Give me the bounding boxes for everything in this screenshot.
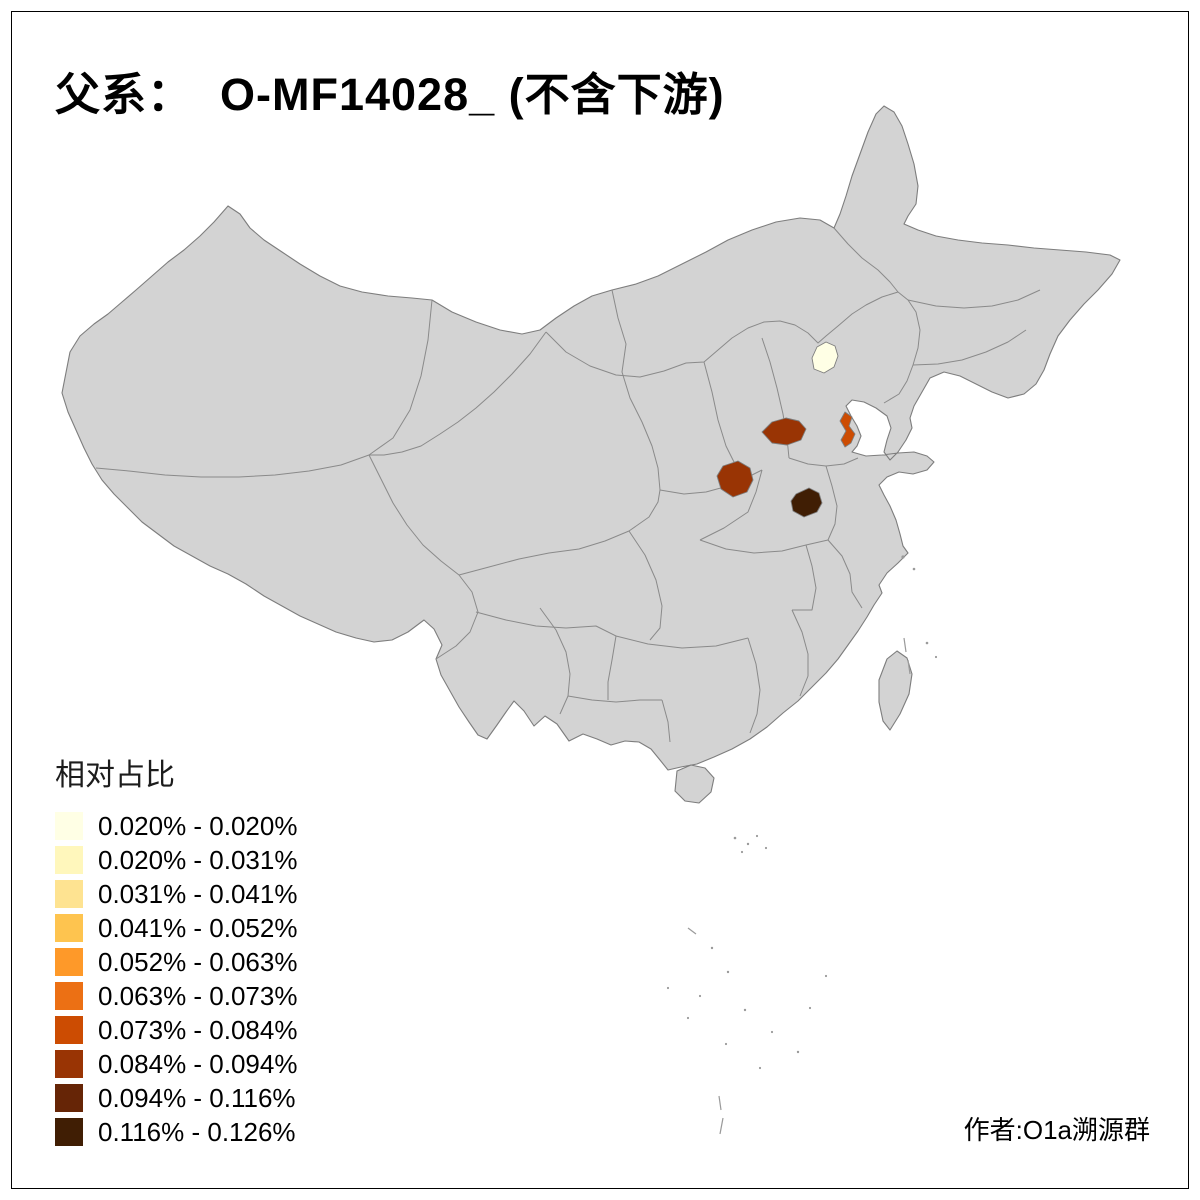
legend-swatch — [55, 880, 83, 908]
hainan-island — [674, 764, 715, 804]
legend-swatch — [55, 982, 83, 1010]
highlight-region-central-southwest — [716, 460, 754, 498]
legend-swatch — [55, 1118, 83, 1146]
legend-item: 0.084% - 0.094% — [55, 1048, 298, 1079]
legend-item: 0.020% - 0.020% — [55, 810, 298, 841]
legend-label: 0.063% - 0.073% — [98, 980, 298, 1011]
legend-label: 0.052% - 0.063% — [98, 946, 298, 977]
province-borders — [95, 227, 1041, 743]
attribution: 作者:O1a溯源群 — [963, 1115, 1150, 1145]
legend-swatch — [55, 914, 83, 942]
legend-label: 0.116% - 0.126% — [98, 1116, 296, 1147]
legend-swatch — [55, 1016, 83, 1044]
legend-item: 0.063% - 0.073% — [55, 980, 298, 1011]
legend-item: 0.094% - 0.116% — [55, 1082, 297, 1113]
legend-label: 0.020% - 0.020% — [98, 810, 298, 841]
legend-item: 0.020% - 0.031% — [55, 844, 298, 875]
highlight-region-central-west — [761, 417, 807, 446]
highlighted-regions — [716, 341, 856, 518]
legend-label: 0.084% - 0.094% — [98, 1048, 298, 1079]
highlight-region-coastal-strip — [839, 411, 856, 448]
legend-swatch — [55, 812, 83, 840]
page-title: 父系： O-MF14028_ (不含下游) — [55, 69, 725, 120]
legend-item: 0.052% - 0.063% — [55, 946, 298, 977]
highlight-region-darkest-central — [790, 487, 823, 518]
legend-item: 0.031% - 0.041% — [55, 878, 298, 909]
legend-item: 0.041% - 0.052% — [55, 912, 298, 943]
legend-label: 0.031% - 0.041% — [98, 878, 298, 909]
legend-swatch — [55, 1050, 83, 1078]
highlight-region-pale-north — [811, 341, 839, 374]
legend-title: 相对占比 — [55, 759, 175, 792]
legend: 相对占比 0.020% - 0.020% 0.020% - 0.031% 0.0… — [55, 750, 297, 1152]
taiwan-island — [878, 650, 913, 731]
legend-item: 0.116% - 0.126% — [55, 1116, 297, 1147]
legend-label: 0.020% - 0.031% — [98, 844, 298, 875]
landmasses — [61, 105, 1121, 804]
legend-label: 0.041% - 0.052% — [98, 912, 298, 943]
legend-swatch — [55, 948, 83, 976]
legend-label: 0.094% - 0.116% — [98, 1082, 296, 1113]
legend-swatch — [55, 1084, 83, 1112]
legend-item: 0.073% - 0.084% — [55, 1014, 298, 1045]
sea-islands — [666, 555, 938, 1135]
china-mainland — [61, 105, 1121, 771]
legend-swatch — [55, 846, 83, 874]
legend-label: 0.073% - 0.084% — [98, 1014, 298, 1045]
